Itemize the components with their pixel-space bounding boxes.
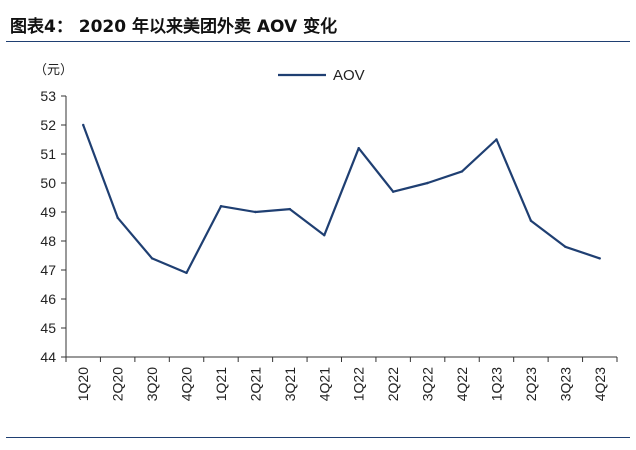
data-point — [391, 190, 395, 193]
data-point — [564, 245, 567, 248]
y-tick-label: 52 — [40, 117, 56, 133]
x-tick-label: 2Q22 — [385, 367, 401, 401]
y-tick-label: 50 — [40, 175, 56, 191]
x-axis-ticks: 1Q20 2Q20 3Q20 4Q20 1Q21 2Q21 3Q21 4Q21 1Q22 2Q22… — [65, 357, 618, 401]
x-tick-label: 1Q22 — [351, 367, 367, 401]
y-tick-label: 44 — [40, 349, 56, 365]
data-point — [460, 170, 464, 173]
y-tick-label: 45 — [40, 320, 56, 336]
data-point — [426, 181, 429, 185]
y-tick-label: 51 — [40, 146, 56, 162]
x-tick-label: 1Q21 — [213, 367, 229, 401]
chart-title: 图表4： 2020 年以来美团外卖 AOV 变化 — [10, 17, 338, 37]
y-tick-label: 53 — [40, 88, 56, 104]
data-point — [150, 257, 154, 260]
y-tick-label: 48 — [40, 233, 56, 249]
x-tick-label: 2Q21 — [247, 367, 263, 401]
data-point — [116, 216, 119, 219]
x-tick-label: 4Q20 — [179, 367, 195, 401]
data-point — [185, 271, 188, 275]
footer-divider — [6, 437, 630, 438]
series-layer — [82, 123, 601, 275]
x-tick-label: 4Q23 — [592, 367, 608, 401]
x-tick-label: 2Q23 — [523, 367, 539, 401]
legend-label: AOV — [333, 67, 365, 84]
data-point — [323, 234, 326, 237]
title-divider — [6, 41, 630, 42]
x-tick-label: 3Q22 — [420, 367, 436, 401]
axes — [65, 96, 617, 358]
series-line-aov — [82, 124, 601, 274]
data-point — [219, 205, 223, 208]
data-point — [254, 210, 257, 214]
y-tick-label: 46 — [40, 291, 56, 307]
data-point — [495, 138, 498, 141]
y-axis-ticks: 44 45 46 47 48 49 50 51 52 53 — [40, 88, 66, 365]
x-tick-label: 4Q22 — [454, 367, 470, 401]
x-tick-label: 1Q20 — [75, 367, 91, 401]
x-tick-label: 3Q20 — [144, 367, 160, 401]
y-axis-unit-label: （元） — [34, 63, 73, 78]
data-point — [529, 219, 533, 222]
legend: AOV — [278, 67, 365, 84]
y-tick-label: 47 — [40, 262, 56, 278]
data-point — [598, 257, 601, 260]
y-tick-label: 49 — [40, 204, 56, 220]
x-tick-label: 3Q23 — [557, 367, 573, 401]
x-tick-label: 2Q20 — [110, 367, 126, 401]
data-point — [357, 147, 360, 150]
x-tick-label: 3Q21 — [282, 367, 298, 401]
x-tick-label: 4Q21 — [316, 367, 332, 401]
x-tick-label: 1Q23 — [488, 367, 504, 401]
data-point — [82, 123, 85, 127]
data-point — [288, 207, 292, 211]
